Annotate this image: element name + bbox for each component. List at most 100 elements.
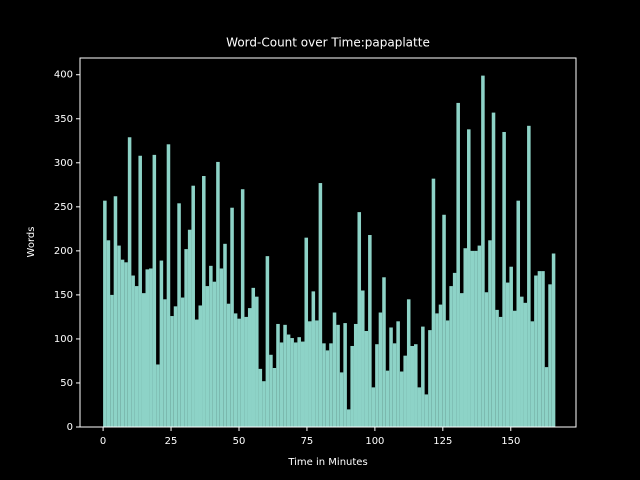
bar xyxy=(495,309,499,427)
bar xyxy=(449,286,453,427)
bar xyxy=(233,313,238,427)
bar xyxy=(297,337,301,427)
axes-frame xyxy=(79,57,577,428)
bar xyxy=(152,154,157,427)
bar xyxy=(272,367,277,427)
bar xyxy=(481,75,485,427)
bar xyxy=(385,370,390,427)
bar xyxy=(230,207,234,427)
bar xyxy=(477,245,482,427)
bar xyxy=(357,212,362,427)
bar xyxy=(180,297,185,427)
bar xyxy=(304,237,309,427)
bar xyxy=(361,290,365,427)
bar xyxy=(226,303,231,427)
bar xyxy=(163,299,167,427)
bar xyxy=(428,330,432,427)
bar xyxy=(124,262,128,427)
bar xyxy=(198,305,203,427)
bar xyxy=(237,318,241,427)
bar xyxy=(223,243,227,427)
bar xyxy=(325,350,330,427)
chart-title: Word-Count over Time:papaplatte xyxy=(226,36,430,50)
bar xyxy=(467,129,471,428)
bar xyxy=(410,345,415,427)
y-tick-label: 100 xyxy=(54,334,73,345)
bar xyxy=(138,155,142,427)
bar xyxy=(491,112,496,427)
bar xyxy=(173,306,178,427)
y-tick-label: 200 xyxy=(54,246,73,257)
bar xyxy=(498,316,503,427)
bar xyxy=(131,275,135,427)
bar xyxy=(516,200,521,427)
bar xyxy=(329,343,333,427)
bar xyxy=(283,324,287,427)
bar xyxy=(424,394,429,427)
bar xyxy=(474,250,478,427)
bar xyxy=(219,268,224,427)
bar xyxy=(134,286,139,427)
bar xyxy=(336,324,340,427)
bar xyxy=(308,321,312,427)
x-axis-label: Time in Minutes xyxy=(287,457,367,468)
bar xyxy=(290,338,294,427)
bar xyxy=(406,299,411,427)
bar xyxy=(247,308,252,427)
bar xyxy=(318,183,323,427)
bar xyxy=(548,284,552,427)
bar xyxy=(244,316,248,427)
bar xyxy=(534,275,538,427)
bar xyxy=(459,293,464,427)
bar xyxy=(262,381,266,427)
bar xyxy=(103,200,107,427)
y-axis-label: Words xyxy=(26,227,37,258)
bar xyxy=(293,342,298,427)
bar xyxy=(141,293,146,427)
bar xyxy=(117,245,121,427)
bar xyxy=(258,368,263,427)
bar xyxy=(452,272,457,427)
bar xyxy=(265,256,270,427)
bar xyxy=(251,287,256,427)
y-tick-label: 150 xyxy=(54,290,73,301)
bar xyxy=(421,326,425,427)
bar xyxy=(187,229,192,427)
x-tick-label: 0 xyxy=(100,436,106,447)
bar xyxy=(205,286,210,427)
bar xyxy=(322,343,326,427)
bar xyxy=(382,277,386,427)
bar xyxy=(509,266,513,427)
bar xyxy=(170,316,174,427)
bar xyxy=(191,185,195,427)
bar xyxy=(166,144,171,428)
bar xyxy=(520,296,524,427)
bar xyxy=(551,253,556,427)
x-tick-label: 25 xyxy=(165,436,178,447)
bar xyxy=(311,291,316,427)
bar xyxy=(389,327,393,427)
bar xyxy=(456,102,460,428)
bar xyxy=(488,240,492,427)
bar xyxy=(353,323,358,427)
bar xyxy=(159,260,164,427)
bar xyxy=(392,343,397,427)
bar xyxy=(527,125,531,427)
bar xyxy=(269,354,273,427)
bar xyxy=(541,271,545,427)
x-tick-label: 50 xyxy=(233,436,246,447)
y-tick-label: 350 xyxy=(54,114,73,125)
bar xyxy=(431,178,436,427)
y-tick-label: 300 xyxy=(54,158,73,169)
x-tick-label: 150 xyxy=(501,436,520,447)
bar xyxy=(315,320,319,427)
bar xyxy=(368,235,372,427)
bar xyxy=(145,269,150,427)
bar xyxy=(435,313,439,427)
bar xyxy=(209,265,213,427)
bar xyxy=(396,321,400,427)
bar xyxy=(240,189,245,427)
bar xyxy=(346,409,351,427)
bar xyxy=(512,310,517,427)
